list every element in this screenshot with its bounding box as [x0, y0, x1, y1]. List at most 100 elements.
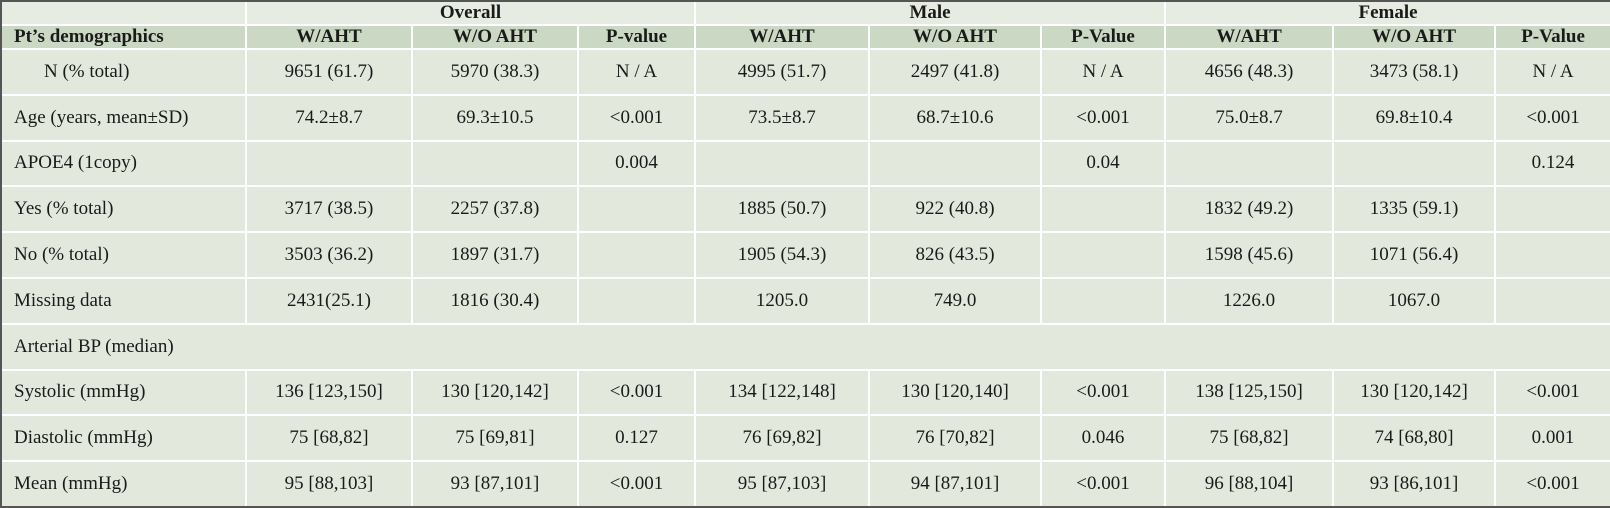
table-cell: <0.001 — [576, 93, 697, 142]
table-cell: 0.001 — [1494, 414, 1610, 463]
table-cell: 1905 (54.3) — [694, 231, 871, 279]
table-row: Arterial BP (median) — [0, 322, 1610, 371]
row-label: Yes (% total) — [0, 185, 247, 234]
table-cell: 1226.0 — [1164, 276, 1335, 325]
table-cell: 93 [87,101] — [411, 460, 579, 508]
table-cell: <0.001 — [576, 460, 697, 508]
column-header: W/O AHT — [1332, 24, 1497, 50]
table-cell: 93 [86,101] — [1332, 460, 1497, 508]
table-cell: <0.001 — [1040, 460, 1167, 508]
row-label: Mean (mmHg) — [0, 460, 247, 508]
table-cell: <0.001 — [1494, 368, 1610, 417]
table-cell: 95 [87,103] — [694, 460, 871, 508]
table-cell: 1832 (49.2) — [1164, 185, 1335, 234]
table-cell — [1040, 185, 1167, 234]
table-cell: 4995 (51.7) — [694, 48, 871, 96]
table-cell — [694, 139, 871, 188]
table-cell — [411, 139, 579, 188]
table-cell: 1335 (59.1) — [1332, 185, 1497, 234]
table-cell: 76 [69,82] — [694, 414, 871, 463]
column-header: W/AHT — [245, 24, 413, 50]
column-header: W/AHT — [1164, 24, 1335, 50]
table-cell: 75 [69,81] — [411, 414, 579, 463]
table-cell: 3503 (36.2) — [245, 231, 413, 279]
table-cell: 74 [68,80] — [1332, 414, 1497, 463]
table-cell — [576, 276, 697, 325]
table-cell: 1598 (45.6) — [1164, 231, 1335, 279]
column-header: W/O AHT — [868, 24, 1043, 50]
table-cell: 96 [88,104] — [1164, 460, 1335, 508]
table-row: Missing data 2431(25.1) 1816 (30.4) 1205.0 7… — [0, 276, 1610, 325]
column-header: P-value — [576, 24, 697, 50]
row-label: Missing data — [0, 276, 247, 325]
table-cell — [1494, 231, 1610, 279]
table-cell: 1885 (50.7) — [694, 185, 871, 234]
table-cell — [1494, 276, 1610, 325]
table-cell: <0.001 — [1040, 368, 1167, 417]
table-cell: 69.3±10.5 — [411, 93, 579, 142]
table-row: No (% total) 3503 (36.2) 1897 (31.7) 1905 (… — [0, 231, 1610, 279]
table-cell: 0.004 — [576, 139, 697, 188]
table-cell — [1494, 185, 1610, 234]
row-label: No (% total) — [0, 231, 247, 279]
header-cell — [0, 0, 247, 26]
table-cell: N / A — [1494, 48, 1610, 96]
table-cell: 1067.0 — [1332, 276, 1497, 325]
table-cell: 2431(25.1) — [245, 276, 413, 325]
table-cell: 0.124 — [1494, 139, 1610, 188]
table-cell — [245, 139, 413, 188]
table-cell: 130 [120,140] — [868, 368, 1043, 417]
row-label: Age (years, mean±SD) — [0, 93, 247, 142]
table-cell: 1897 (31.7) — [411, 231, 579, 279]
column-header: P-Value — [1494, 24, 1610, 50]
table-cell: 2257 (37.8) — [411, 185, 579, 234]
table-cell: 75.0±8.7 — [1164, 93, 1335, 142]
group-header: Female — [1164, 0, 1610, 26]
table-cell: 69.8±10.4 — [1332, 93, 1497, 142]
table-cell: 136 [123,150] — [245, 368, 413, 417]
table-cell: 130 [120,142] — [1332, 368, 1497, 417]
column-header: P-Value — [1040, 24, 1167, 50]
group-header-row: Overall Male Female — [0, 0, 1610, 26]
table-cell: 74.2±8.7 — [245, 93, 413, 142]
table-cell: N / A — [576, 48, 697, 96]
table-cell: 134 [122,148] — [694, 368, 871, 417]
table-cell: 922 (40.8) — [868, 185, 1043, 234]
table-cell: <0.001 — [1494, 460, 1610, 508]
table-cell: 138 [125,150] — [1164, 368, 1335, 417]
table-cell: 5970 (38.3) — [411, 48, 579, 96]
table-cell: 0.127 — [576, 414, 697, 463]
table-header: Overall Male Female Pt’s demographics W/AHT W… — [0, 0, 1610, 50]
row-label: Systolic (mmHg) — [0, 368, 247, 417]
table-body: N (% total) 9651 (61.7) 5970 (38.3) N / A 49… — [0, 48, 1610, 508]
table-row: N (% total) 9651 (61.7) 5970 (38.3) N / A 49… — [0, 48, 1610, 96]
table-row: Systolic (mmHg) 136 [123,150] 130 [120,142… — [0, 368, 1610, 417]
table-cell — [1332, 139, 1497, 188]
row-label: N (% total) — [0, 48, 247, 96]
table-cell: 75 [68,82] — [1164, 414, 1335, 463]
table-cell: <0.001 — [1494, 93, 1610, 142]
table-cell — [576, 185, 697, 234]
group-header: Overall — [244, 0, 697, 26]
table-cell — [1040, 276, 1167, 325]
table-row: Mean (mmHg) 95 [88,103] 93 [87,101] <0.001 9… — [0, 460, 1610, 508]
table-cell: 76 [70,82] — [868, 414, 1043, 463]
table-cell: 1071 (56.4) — [1332, 231, 1497, 279]
table-cell — [1164, 139, 1335, 188]
table-cell: <0.001 — [1040, 93, 1167, 142]
table-cell: 4656 (48.3) — [1164, 48, 1335, 96]
table-cell: 826 (43.5) — [868, 231, 1043, 279]
table-cell: 0.046 — [1040, 414, 1167, 463]
table-cell — [868, 139, 1043, 188]
table-cell: N / A — [1040, 48, 1167, 96]
column-header: W/O AHT — [411, 24, 579, 50]
table-cell: 68.7±10.6 — [868, 93, 1043, 142]
column-header: W/AHT — [694, 24, 871, 50]
table-cell — [576, 231, 697, 279]
table-cell: 94 [87,101] — [868, 460, 1043, 508]
table-cell: 95 [88,103] — [245, 460, 413, 508]
table-cell: 749.0 — [868, 276, 1043, 325]
table-cell: 3473 (58.1) — [1332, 48, 1497, 96]
